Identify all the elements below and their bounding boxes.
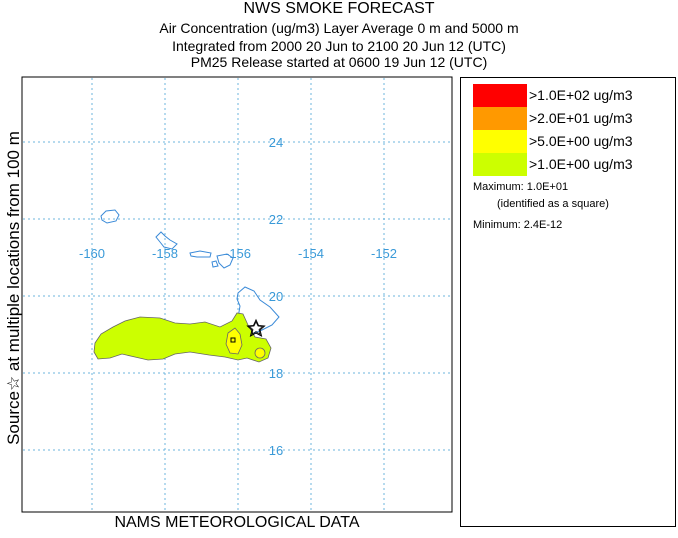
legend-panel: >1.0E+02 ug/m3 >2.0E+01 ug/m3 >5.0E+00 u…	[460, 77, 676, 527]
maximum-note: (identified as a square)	[497, 198, 609, 210]
island-lanai	[211, 260, 219, 268]
plume-contour-1e0	[93, 312, 272, 363]
legend-swatch-2	[473, 107, 527, 130]
meteorological-data-label: NAMS METEOROLOGICAL DATA	[114, 514, 360, 531]
source-star-icon	[246, 318, 266, 337]
legend-label-2: >2.0E+01 ug/m3	[529, 110, 633, 126]
subtitle-release: PM25 Release started at 0600 19 Jun 12 (…	[190, 54, 488, 70]
island-kauai	[100, 209, 120, 224]
island-maui	[216, 253, 234, 269]
legend-label-3: >5.0E+00 ug/m3	[529, 133, 633, 149]
island-molokai	[189, 250, 212, 258]
page-title: NWS SMOKE FORECAST	[243, 0, 435, 17]
latitude-label: 22	[269, 212, 283, 227]
legend-label-4: >1.0E+00 ug/m3	[529, 156, 633, 172]
latitude-label: 24	[269, 135, 283, 150]
subtitle-integration: Integrated from 2000 20 Jun to 2100 20 J…	[172, 38, 506, 54]
legend-swatch-1	[473, 84, 527, 107]
island-hawaii	[236, 286, 280, 335]
legend-swatch-3	[473, 130, 527, 153]
plume-contour-5e0	[225, 327, 243, 355]
longitude-label: -156	[225, 246, 251, 261]
maximum-square-marker	[230, 337, 236, 343]
smoke-plume	[93, 312, 272, 363]
island-oahu	[155, 231, 178, 250]
source-location-label: Source☆ at multiple locations from 100 m	[4, 131, 23, 445]
latitude-label: 18	[269, 366, 283, 381]
longitude-label: -152	[371, 246, 397, 261]
maximum-value: Maximum: 1.0E+01	[473, 181, 569, 193]
coastlines	[100, 209, 280, 335]
legend-swatch-4	[473, 153, 527, 176]
plume-contour-5e0-spot	[254, 347, 266, 359]
subtitle-concentration: Air Concentration (ug/m3) Layer Average …	[159, 20, 519, 36]
latitude-label: 16	[269, 443, 283, 458]
minimum-value: Minimum: 2.4E-12	[473, 219, 563, 231]
map-frame	[21, 76, 453, 513]
latitude-label: 20	[269, 289, 283, 304]
grid-labels: -160 -158 -156 -154 -152 24 22 20 18 16	[79, 135, 397, 458]
longitude-label: -154	[298, 246, 324, 261]
legend-label-1: >1.0E+02 ug/m3	[529, 87, 633, 103]
longitude-label: -160	[79, 246, 105, 261]
longitude-label: -158	[152, 246, 178, 261]
